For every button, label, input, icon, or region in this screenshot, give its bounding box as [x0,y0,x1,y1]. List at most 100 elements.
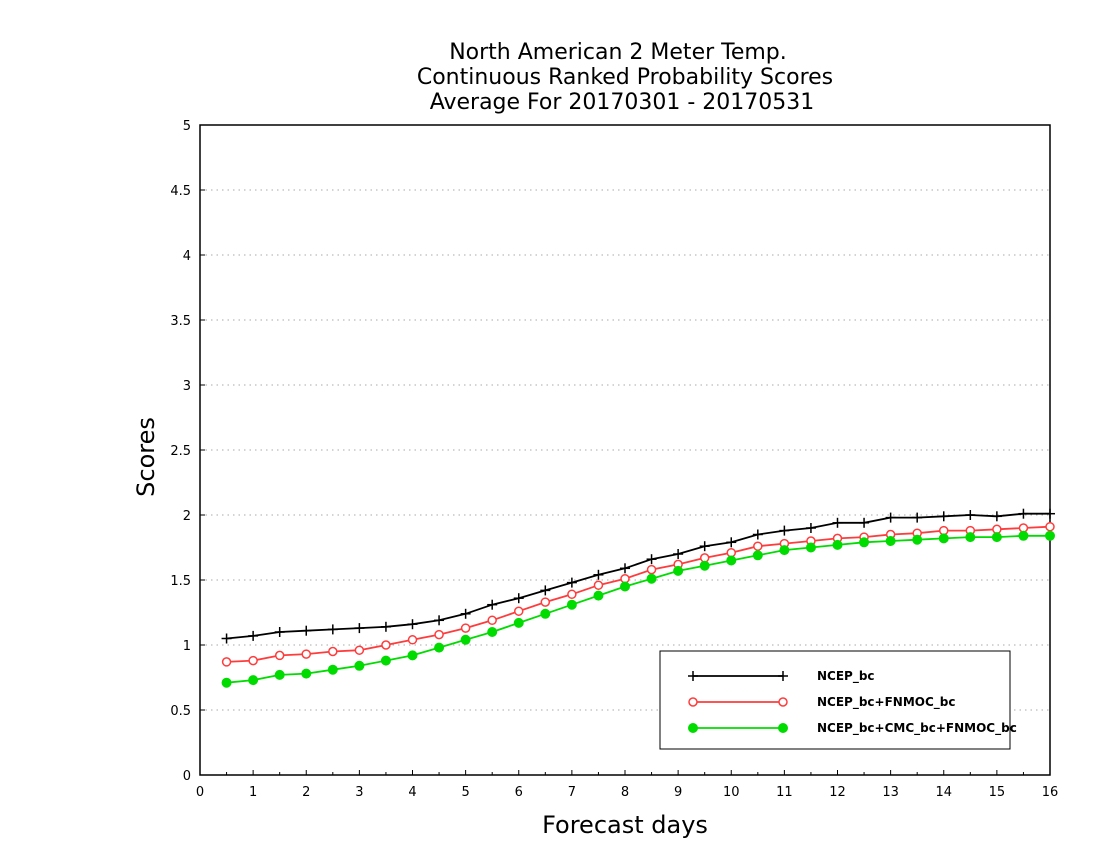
data-point [646,573,657,584]
data-point [939,525,949,536]
data-point [381,640,391,650]
data-point [885,512,896,523]
data-point [434,629,444,640]
legend-marker [688,671,698,681]
x-tick-label: 3 [355,785,363,800]
data-point [859,537,870,548]
data-point [274,650,285,661]
data-point [753,541,763,551]
x-axis: 0 1 2 3 4 5 6 7 8 9 10 11 12 13 14 15 16 [196,770,1058,800]
data-point [248,630,259,641]
x-tick-label: 14 [935,785,952,800]
data-point [752,550,763,561]
data-point [221,657,232,667]
legend-label: NCEP_bc+CMC_bc+FNMOC_bc [817,721,1017,736]
data-point [407,619,418,630]
y-tick-label: 3 [183,379,191,394]
x-tick-label: 0 [196,785,204,800]
x-tick-label: 16 [1042,785,1059,800]
data-point [460,634,471,645]
x-tick-label: 5 [461,785,469,800]
data-point [991,532,1002,543]
legend-item: NCEP_bc+CMC_bc+FNMOC_bc [688,721,1017,736]
series-1 [221,508,1055,644]
y-tick-label: 5 [183,119,191,134]
data-point [434,642,445,653]
data-point [221,633,232,644]
x-tick-label: 12 [829,785,846,800]
data-point [699,560,710,571]
data-point [859,517,870,528]
y-tick-label: 1.5 [170,574,191,589]
x-tick-label: 6 [515,785,523,800]
data-point [620,581,630,592]
data-point [274,669,285,680]
data-point [646,554,657,565]
data-point [912,534,923,545]
data-point [965,532,976,543]
data-point [380,621,391,632]
legend-item: NCEP_bc+FNMOC_bc [688,695,956,710]
data-point [301,625,312,636]
data-point [885,536,896,546]
y-tick-label: 4.5 [170,184,191,199]
data-point [566,599,577,610]
data-point [938,533,949,544]
x-tick-label: 2 [302,785,310,800]
data-point [460,608,471,619]
series-2 [221,521,1055,667]
data-point [328,646,338,657]
data-point [726,537,737,548]
data-point [567,589,577,600]
data-point [540,585,551,596]
data-point [646,564,657,575]
legend-label: NCEP_bc+FNMOC_bc [817,695,956,710]
data-point [354,623,365,634]
data-point [1045,508,1055,519]
series-layer [221,508,1055,688]
chart-title-line-2: Continuous Ranked Probability Scores [417,65,833,90]
legend-marker [778,671,788,681]
data-point [327,664,338,675]
data-point [938,511,949,522]
x-tick-label: 9 [674,785,682,800]
data-point [221,677,232,688]
data-point [248,655,258,666]
data-point [1045,521,1055,532]
x-tick-label: 13 [882,785,899,800]
legend-label: NCEP_bc [817,669,875,684]
data-point [327,624,338,635]
x-tick-label: 8 [621,785,629,800]
data-point [248,675,259,686]
legend-item: NCEP_bc [688,669,875,684]
data-point [805,542,816,553]
data-point [912,512,923,523]
x-tick-label: 11 [776,785,793,800]
data-point [620,563,630,574]
x-tick-label: 7 [568,785,576,800]
data-point [487,599,498,610]
data-point [487,615,497,626]
legend-marker [778,723,788,733]
y-tick-label: 1 [183,639,191,654]
y-tick-label: 3.5 [170,314,191,329]
data-point [301,649,311,659]
data-point [407,650,418,661]
chart-title-line-3: Average For 20170301 - 20170531 [430,90,815,115]
data-point [354,645,365,655]
data-point [540,608,551,619]
data-point [540,597,551,607]
legend: NCEP_bc NCEP_bc+FNMOC_bc NCEP_bc+CMC_bc+FN… [659,650,1017,750]
data-point [593,580,604,590]
data-point [460,623,471,633]
y-tick-label: 2.5 [170,444,191,459]
series-line [226,525,1051,663]
data-point [1018,508,1029,519]
data-point [673,549,684,559]
data-point [1045,530,1055,541]
legend-marker [688,723,698,733]
y-tick-label: 2 [183,509,191,524]
x-tick-label: 4 [408,785,416,800]
data-point [301,668,312,679]
